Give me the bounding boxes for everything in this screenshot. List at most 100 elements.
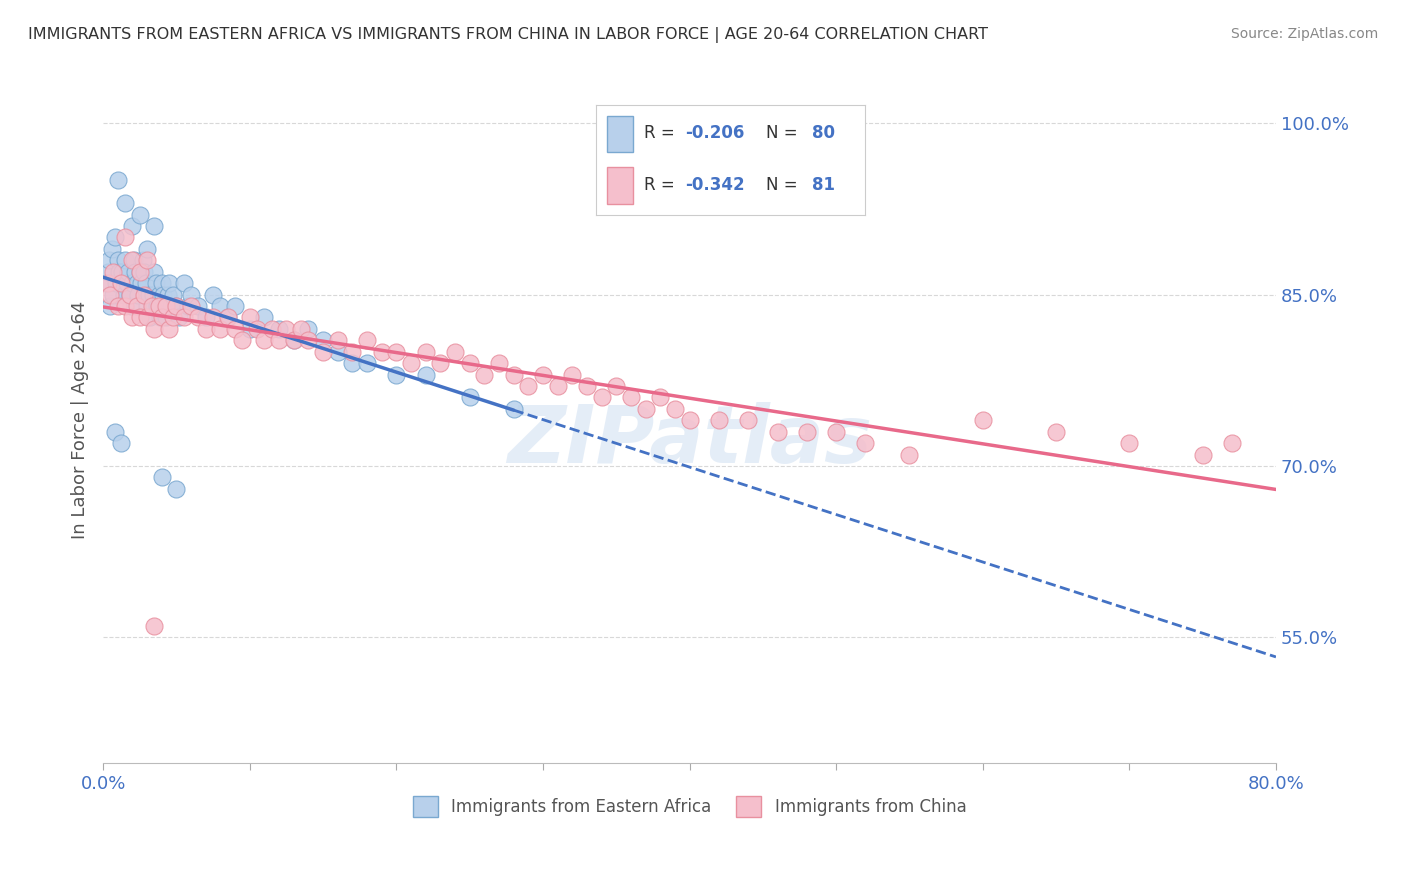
- Point: [356, 356, 378, 370]
- Point: [429, 356, 451, 370]
- Point: [114, 230, 136, 244]
- Point: [114, 253, 136, 268]
- Point: [297, 333, 319, 347]
- Point: [141, 299, 163, 313]
- Point: [115, 276, 138, 290]
- Point: [101, 242, 124, 256]
- Point: [972, 413, 994, 427]
- Point: [415, 368, 437, 382]
- Point: [125, 299, 148, 313]
- Point: [136, 310, 159, 325]
- Point: [458, 391, 481, 405]
- Point: [162, 287, 184, 301]
- Point: [547, 379, 569, 393]
- Point: [356, 333, 378, 347]
- Point: [136, 299, 159, 313]
- Point: [444, 344, 467, 359]
- Point: [217, 310, 239, 325]
- Point: [111, 265, 134, 279]
- Y-axis label: In Labor Force | Age 20-64: In Labor Force | Age 20-64: [72, 301, 89, 540]
- Point: [370, 344, 392, 359]
- Point: [399, 356, 422, 370]
- Point: [620, 391, 643, 405]
- Point: [458, 356, 481, 370]
- Point: [209, 299, 232, 313]
- Point: [129, 276, 152, 290]
- Point: [110, 276, 132, 290]
- Point: [239, 322, 262, 336]
- Point: [169, 310, 191, 325]
- Point: [180, 287, 202, 301]
- Point: [110, 436, 132, 450]
- Point: [104, 230, 127, 244]
- Point: [187, 299, 209, 313]
- Point: [664, 401, 686, 416]
- Point: [678, 413, 700, 427]
- Point: [312, 333, 335, 347]
- Point: [143, 265, 166, 279]
- Point: [177, 299, 200, 313]
- Point: [217, 310, 239, 325]
- Point: [98, 253, 121, 268]
- Point: [136, 253, 159, 268]
- Point: [326, 344, 349, 359]
- Point: [246, 322, 269, 336]
- Point: [110, 276, 132, 290]
- Point: [267, 333, 290, 347]
- Point: [194, 322, 217, 336]
- Point: [122, 253, 145, 268]
- Point: [591, 391, 613, 405]
- Point: [128, 265, 150, 279]
- Point: [502, 368, 524, 382]
- Point: [202, 287, 225, 301]
- Point: [517, 379, 540, 393]
- Point: [145, 276, 167, 290]
- Point: [148, 299, 170, 313]
- Point: [267, 322, 290, 336]
- Point: [1045, 425, 1067, 439]
- Point: [112, 287, 135, 301]
- Point: [143, 219, 166, 233]
- Point: [121, 310, 143, 325]
- Point: [415, 344, 437, 359]
- Point: [143, 322, 166, 336]
- Point: [118, 287, 141, 301]
- Point: [231, 333, 253, 347]
- Point: [105, 276, 128, 290]
- Point: [224, 299, 246, 313]
- Point: [187, 310, 209, 325]
- Point: [1191, 448, 1213, 462]
- Point: [146, 299, 169, 313]
- Point: [283, 333, 305, 347]
- Point: [96, 276, 118, 290]
- Point: [153, 299, 176, 313]
- Point: [157, 276, 180, 290]
- Point: [103, 265, 125, 279]
- Point: [114, 196, 136, 211]
- Point: [488, 356, 510, 370]
- Point: [260, 322, 283, 336]
- Point: [297, 322, 319, 336]
- Point: [165, 482, 187, 496]
- Point: [100, 287, 122, 301]
- Point: [118, 287, 141, 301]
- Point: [825, 425, 848, 439]
- Point: [502, 401, 524, 416]
- Point: [157, 322, 180, 336]
- Point: [1220, 436, 1243, 450]
- Point: [103, 287, 125, 301]
- Point: [650, 391, 672, 405]
- Point: [180, 299, 202, 313]
- Point: [150, 470, 173, 484]
- Point: [575, 379, 598, 393]
- Point: [239, 310, 262, 325]
- Point: [117, 265, 139, 279]
- Point: [472, 368, 495, 382]
- Point: [276, 322, 298, 336]
- Point: [156, 287, 179, 301]
- Point: [127, 287, 149, 301]
- Point: [94, 276, 117, 290]
- Point: [143, 619, 166, 633]
- Point: [312, 344, 335, 359]
- Point: [142, 287, 165, 301]
